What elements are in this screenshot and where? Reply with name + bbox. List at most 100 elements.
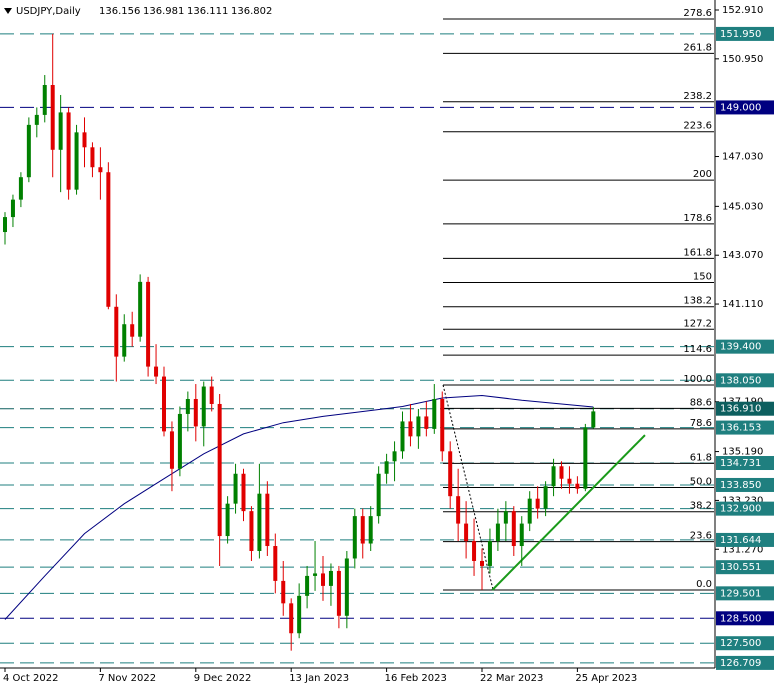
candle-body (297, 595, 302, 634)
level-label-bg (716, 636, 774, 651)
menu-triangle[interactable] (4, 8, 12, 14)
level-label-bg (716, 655, 774, 670)
fib-anchor-line (442, 384, 494, 591)
candle-body (360, 516, 365, 544)
candle-body (551, 466, 556, 487)
candle-body (480, 560, 484, 566)
level-label: 131.644 (720, 535, 761, 546)
level-label: 128.500 (720, 613, 761, 624)
candle-body (575, 483, 580, 489)
candle-body (10, 199, 15, 218)
candle-body (257, 493, 262, 552)
level-label: 151.950 (720, 29, 761, 40)
level-label: 133.850 (720, 480, 761, 491)
fib-label: 0.0 (696, 579, 712, 590)
candle-body (42, 85, 47, 115)
candle-body (18, 177, 23, 200)
candle-body (400, 421, 405, 452)
x-tick-label: 22 Mar 2023 (480, 673, 543, 684)
fib-label: 61.8 (690, 452, 712, 463)
x-tick-label: 4 Oct 2022 (3, 673, 58, 684)
candle-body (321, 573, 325, 586)
fib-label: 223.6 (683, 121, 712, 132)
candle-body (281, 580, 286, 604)
symbol-title: USDJPY,Daily (16, 6, 81, 17)
level-label: 139.400 (720, 342, 761, 353)
candle-body (50, 85, 55, 150)
candle-body (416, 416, 421, 437)
fib-label: 238.2 (683, 91, 712, 102)
candle-body (495, 523, 500, 542)
fib-label: 150 (693, 272, 712, 283)
x-tick-label: 25 Apr 2023 (575, 673, 637, 684)
fib-label: 100.0 (683, 374, 712, 385)
candle-body (336, 570, 341, 616)
ohlc-close: 136.802 (231, 6, 272, 17)
fib-label: 114.6 (683, 344, 712, 355)
candle-body (114, 306, 119, 357)
moving-average-line (4, 394, 594, 620)
candle-body (3, 217, 7, 233)
candle-body (583, 427, 588, 489)
level-label-bg (716, 456, 774, 471)
y-tick-label: 131.270 (722, 544, 763, 555)
candle-body (328, 570, 333, 586)
level-label: 149.000 (720, 102, 761, 113)
level-label-bg (716, 339, 774, 354)
level-label-bg (716, 586, 774, 601)
level-label: 136.910 (720, 404, 761, 415)
candle-body (487, 541, 492, 566)
level-label-bg (716, 373, 774, 388)
candle-body (313, 573, 318, 576)
fib-label: 88.6 (690, 397, 712, 408)
candle-body (448, 451, 453, 497)
fib-label: 127.2 (683, 318, 712, 329)
candle-body (106, 172, 111, 307)
candle-body (384, 461, 389, 474)
candle-body (217, 403, 222, 537)
candle-body (122, 324, 127, 357)
candle-body (567, 478, 572, 484)
candle-body (209, 386, 214, 404)
fib-label: 278.6 (683, 8, 712, 19)
candle-body (440, 398, 445, 452)
level-label: 130.551 (720, 562, 761, 573)
y-tick-label: 150.950 (722, 54, 763, 65)
candle-body (432, 398, 437, 429)
fib-label: 50.0 (690, 477, 712, 488)
candle-body (162, 376, 166, 432)
y-tick-label: 145.030 (722, 201, 763, 212)
candle-body (98, 167, 103, 173)
candle-body (233, 473, 238, 504)
candle-body (34, 114, 39, 125)
y-tick-label: 143.070 (722, 250, 763, 261)
candle-body (90, 147, 95, 168)
candle-body (289, 603, 294, 634)
candle-body (146, 281, 151, 367)
candle-body (305, 575, 310, 596)
level-label-bg (716, 501, 774, 516)
y-tick-label: 135.190 (722, 447, 763, 458)
candle-body (26, 124, 31, 178)
candle-body (74, 132, 79, 190)
candle-body (464, 523, 469, 542)
candle-body (201, 386, 206, 427)
candle-body (82, 132, 87, 148)
fib-label: 138.2 (683, 296, 712, 307)
level-label-bg (716, 100, 774, 115)
candle-body (376, 473, 381, 517)
candle-body (511, 511, 516, 547)
candle-body (154, 366, 159, 377)
candle-body (543, 486, 548, 509)
x-tick-label: 9 Dec 2022 (194, 673, 252, 684)
level-label: 132.900 (720, 504, 761, 515)
candle-body (241, 473, 246, 512)
y-tick-label: 133.230 (722, 495, 763, 506)
candle-body (130, 324, 135, 337)
fib-label: 200 (693, 169, 712, 180)
level-label-bg (716, 477, 774, 492)
candle-body (249, 511, 254, 552)
level-label: 138.050 (720, 375, 761, 386)
candle-body (368, 516, 373, 544)
